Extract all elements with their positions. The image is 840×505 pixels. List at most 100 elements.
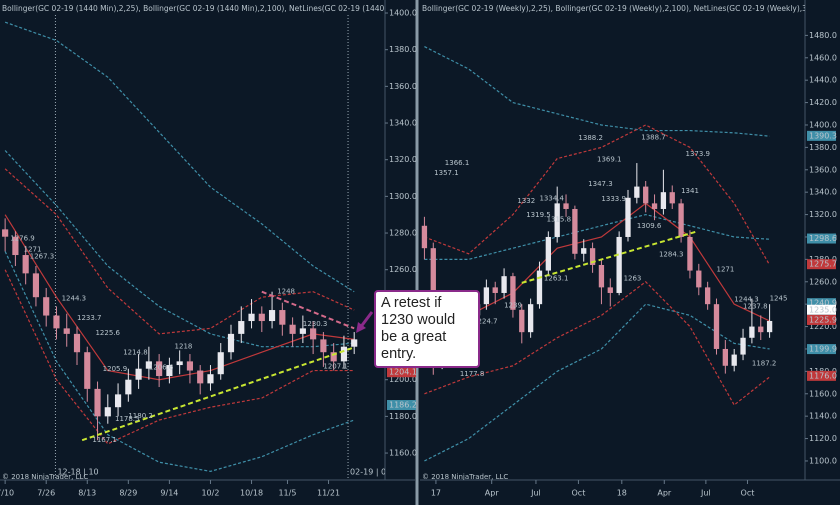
session-label: 12-18 | 10 [57, 468, 98, 477]
y-tick-label: 1160.0 [389, 449, 417, 458]
price-note: 1369.1 [597, 156, 622, 164]
candle-body [510, 276, 516, 310]
session-label: 02-19 | 0 [350, 468, 386, 477]
price-note: 1309.6 [637, 222, 662, 230]
plot: Bollinger(GC 02-19 (Weekly),2,25), Bolli… [421, 4, 805, 481]
price-note: 1267.3 [30, 252, 54, 260]
price-tag [807, 314, 836, 325]
candle-body [625, 197, 631, 237]
price-note: 1334.4 [539, 194, 564, 202]
price-note: 1284.3 [659, 251, 684, 259]
price-tag-label: 1235.0 [809, 305, 837, 314]
candle-body [135, 368, 142, 380]
candle-body [12, 236, 19, 256]
price-tag [387, 367, 416, 378]
band-line [424, 303, 770, 462]
candle-body [197, 370, 204, 384]
candle-body [581, 248, 587, 254]
candle-body [145, 361, 152, 369]
y-tick-label: 1300.0 [389, 192, 417, 201]
price-note: 1333.9 [601, 195, 626, 203]
y-tick-label: 1260.0 [809, 277, 837, 286]
x-tick-label: 7/26 [37, 489, 55, 498]
price-note: 1341 [681, 187, 699, 195]
y-tick-label: 1400.0 [389, 9, 417, 18]
candle-body [340, 346, 348, 362]
price-note: 1248 [277, 288, 295, 296]
band-line [424, 124, 771, 266]
plot-area: Bollinger(GC 02-19 (Weekly),2,25), Bolli… [421, 4, 805, 481]
y-tick-label: 1380.0 [389, 45, 417, 54]
candle-body [713, 304, 720, 349]
price-tag-label: 1390.3 [809, 131, 837, 140]
price-tag-label: 1298.6 [809, 234, 837, 243]
y-tick-label: 1220.0 [809, 322, 837, 331]
price-note: 1357.1 [434, 169, 459, 177]
price-tag-label: 1225.9 [809, 315, 837, 324]
candle-body [156, 361, 163, 377]
candle-body [483, 287, 490, 305]
candle-body [678, 203, 684, 237]
price-note: 1271 [24, 246, 42, 254]
y-tick-label: 1140.0 [809, 412, 837, 421]
candle-body [643, 186, 649, 204]
candle-body [527, 304, 534, 333]
candle-body [421, 225, 428, 249]
x-tick-label: 17 [431, 489, 441, 498]
band-line [424, 213, 770, 260]
x-tick-label: 10/2 [201, 489, 219, 498]
candle-body [669, 192, 675, 204]
price-note: 1347.3 [588, 180, 613, 188]
candle-body [22, 255, 29, 274]
price-note: 1218 [175, 343, 193, 351]
candle-body [207, 374, 214, 384]
band-line [4, 21, 355, 293]
plot-area: Bollinger(GC 02-19 (1440 Min),2,25), Bol… [2, 4, 440, 480]
candle-body [73, 333, 81, 353]
price-tag [807, 298, 836, 309]
candle-body [2, 229, 9, 237]
y-tick-label: 1480.0 [809, 31, 837, 40]
price-note: 1388.7 [641, 134, 666, 142]
candle-body [63, 328, 70, 334]
chart-header: Bollinger(GC 02-19 (1440 Min),2,25), Bol… [2, 4, 440, 13]
y-tick-label: 1340.0 [809, 188, 837, 197]
x-tick-label: 8/29 [119, 489, 137, 498]
candle-body [536, 270, 543, 305]
x-tick-label: 11/5 [278, 489, 296, 498]
y-tick-label: 1200.0 [389, 375, 417, 384]
price-tag-label: 1199.9 [809, 345, 837, 354]
x-tick-label: Oct [572, 489, 586, 498]
candle-body [258, 313, 265, 322]
price-note: 1319.5 [526, 211, 551, 219]
candle-body [696, 270, 702, 288]
price-note: 1187.2 [752, 359, 777, 367]
plot: Bollinger(GC 02-19 (1440 Min),2,25), Bol… [2, 4, 440, 480]
candle-body [749, 326, 755, 338]
price-note: 1230.3 [303, 320, 328, 328]
price-note: 1206.6 [149, 364, 174, 372]
y-tick-label: 1460.0 [809, 53, 837, 62]
x-tick-label: Jul [700, 489, 711, 498]
candle-body [589, 248, 596, 265]
candle-body [740, 337, 746, 355]
candle-body [176, 361, 183, 366]
price-note: 1276.9 [10, 235, 35, 243]
candle-body [125, 379, 132, 395]
price-note: 1244.3 [62, 294, 87, 302]
candle-body [104, 407, 111, 417]
copyright: © 2018 NinjaTrader, LLC [422, 473, 508, 481]
candle-body [607, 287, 613, 293]
price-note: 1332 [517, 197, 535, 205]
y-tick-label: 1380.0 [809, 143, 837, 152]
price-note: 1167.1 [92, 436, 117, 444]
y-tick-label: 1280.0 [389, 229, 417, 238]
y-tick-label: 1100.0 [809, 456, 837, 465]
price-tag [807, 304, 836, 315]
price-tag-label: 1186.2 [389, 401, 417, 410]
price-tag-label: 1240.9 [809, 299, 837, 308]
price-note: 1244.3 [734, 295, 759, 303]
candle-body [217, 352, 224, 375]
